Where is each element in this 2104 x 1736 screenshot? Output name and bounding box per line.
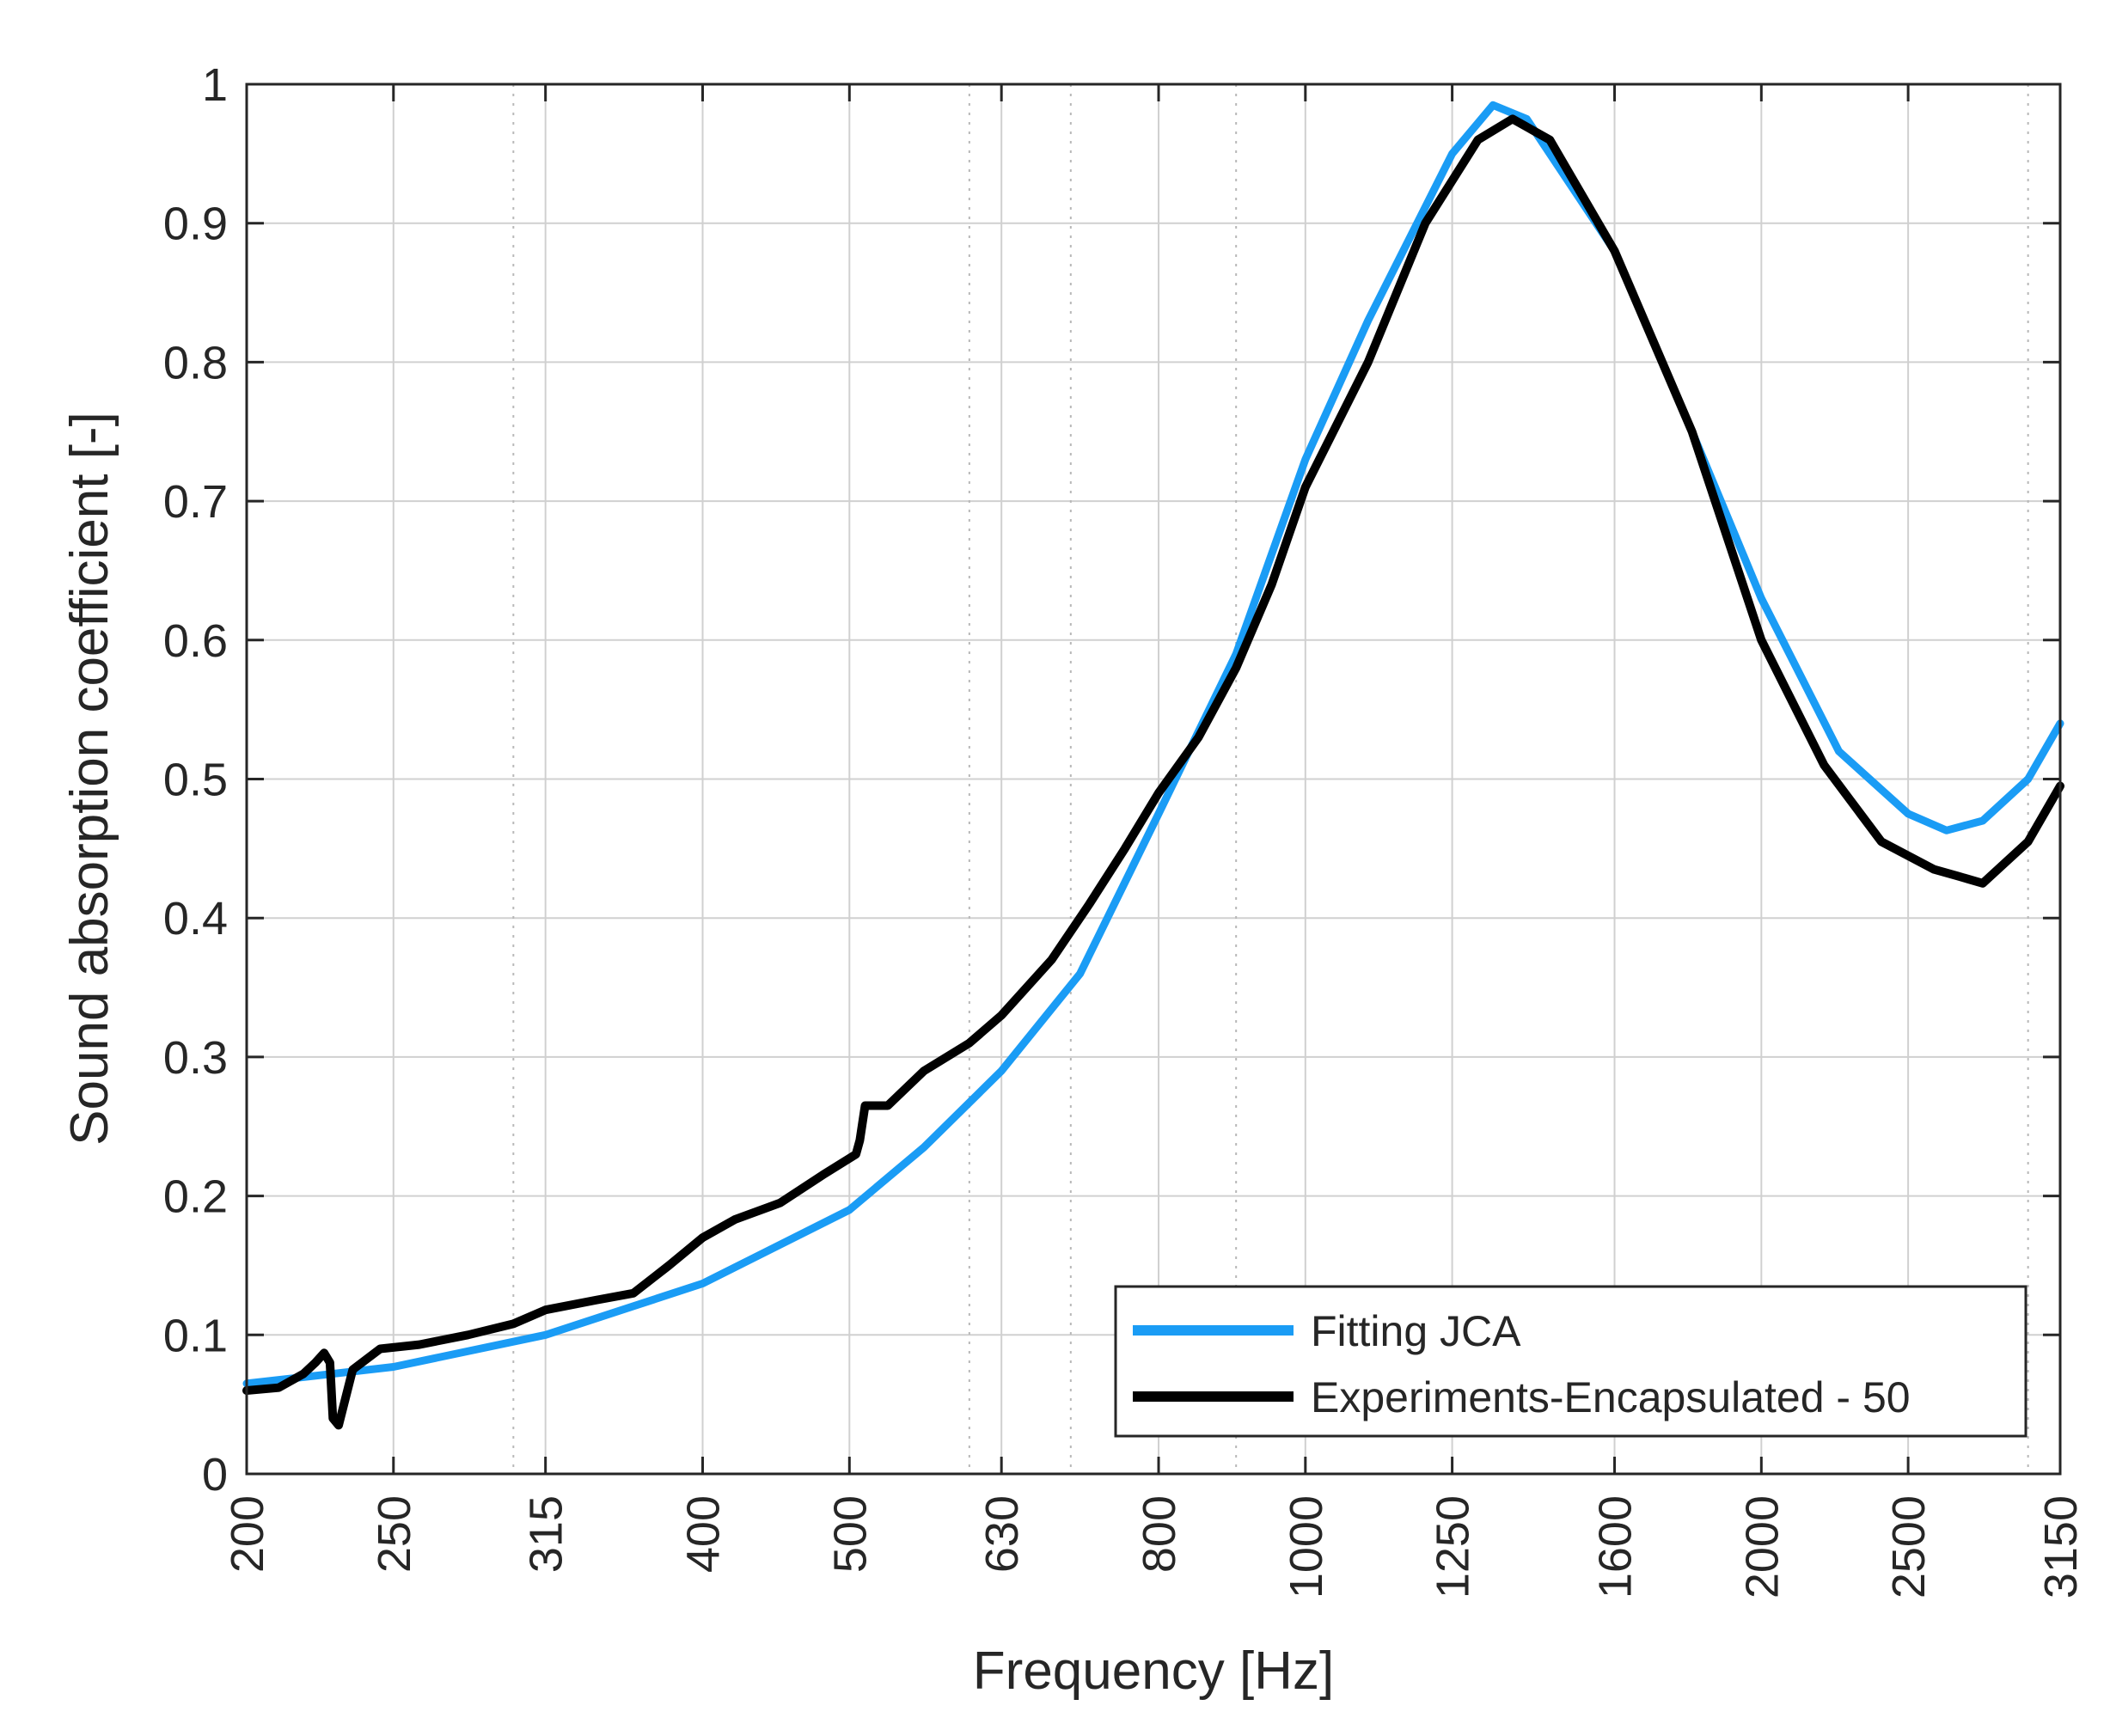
y-axis-label: Sound absorption coefficient [-] bbox=[60, 412, 119, 1146]
x-tick-label: 3150 bbox=[2035, 1495, 2087, 1598]
y-tick-label: 0.1 bbox=[163, 1310, 228, 1361]
legend-box bbox=[1114, 1285, 2028, 1438]
x-tick-label: 315 bbox=[521, 1495, 572, 1573]
x-tick-label: 400 bbox=[678, 1495, 730, 1573]
y-tick-label: 0 bbox=[202, 1449, 228, 1501]
fitting-jca-line bbox=[242, 101, 2064, 1388]
series-lines bbox=[242, 101, 2064, 1430]
x-tick-label: 2000 bbox=[1736, 1495, 1788, 1598]
x-tick-label: 1600 bbox=[1590, 1495, 1642, 1598]
y-tick-label: 0.2 bbox=[163, 1171, 228, 1223]
legend: Fitting JCA Experiments-Encapsulated - 5… bbox=[1114, 1285, 2028, 1438]
y-tick-label: 0.3 bbox=[163, 1032, 228, 1084]
y-tick-label: 0.4 bbox=[163, 893, 228, 944]
y-tick-label: 0.6 bbox=[163, 615, 228, 667]
y-tick-label: 0.9 bbox=[163, 199, 228, 250]
grid bbox=[247, 84, 2060, 1474]
x-tick-label: 1250 bbox=[1428, 1495, 1479, 1598]
x-tick-label: 2500 bbox=[1883, 1495, 1935, 1598]
x-tick-label: 500 bbox=[824, 1495, 876, 1573]
y-tick-label: 1 bbox=[202, 59, 228, 111]
x-tick-label: 250 bbox=[369, 1495, 420, 1573]
x-tick-label: 200 bbox=[222, 1495, 273, 1573]
legend-label-fit: Fitting JCA bbox=[1311, 1307, 1521, 1355]
y-tick-label: 0.7 bbox=[163, 476, 228, 528]
legend-label-experiment: Experiments-Encapsulated - 50 bbox=[1311, 1373, 1911, 1421]
x-tick-label: 1000 bbox=[1281, 1495, 1332, 1598]
y-tick-label: 0.5 bbox=[163, 755, 228, 806]
y-tick-label: 0.8 bbox=[163, 337, 228, 388]
x-tick-label: 630 bbox=[976, 1495, 1028, 1573]
experiment-line bbox=[242, 114, 2064, 1430]
x-axis-label: Frequency [Hz] bbox=[973, 1641, 1334, 1701]
x-tick-label: 800 bbox=[1134, 1495, 1185, 1573]
ticks: 0 0.1 0.2 0.3 0.4 0.5 0.6 0.7 0.8 0.9 1 200 250 315 40… bbox=[163, 59, 2087, 1598]
